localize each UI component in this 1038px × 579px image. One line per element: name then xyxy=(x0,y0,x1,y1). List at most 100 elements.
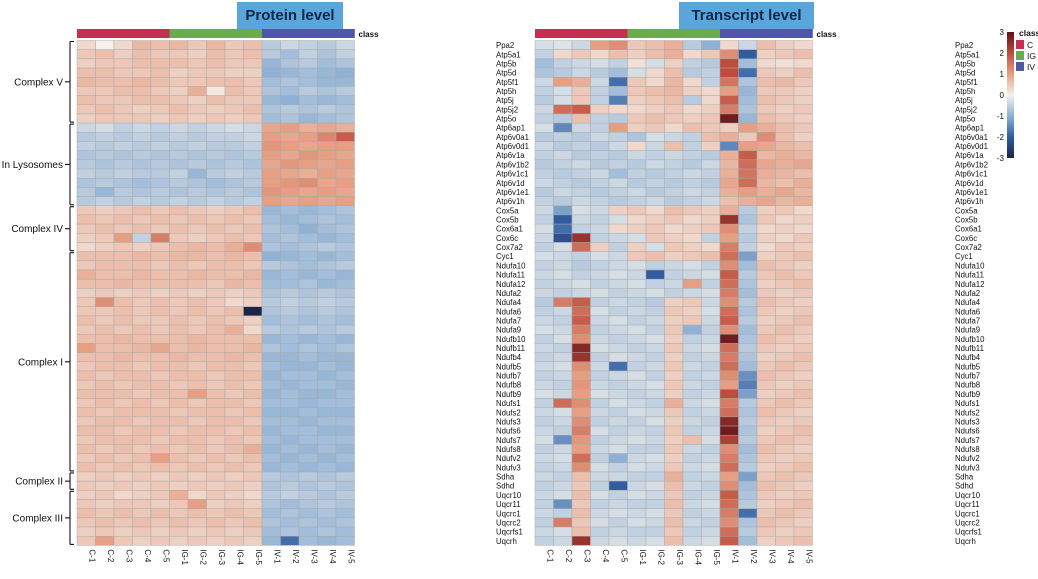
heatmap-cell xyxy=(608,113,628,124)
heatmap-cell xyxy=(317,76,337,87)
column-label: IG-4 xyxy=(693,549,702,565)
heatmap-cell xyxy=(738,361,758,372)
heatmap-cell xyxy=(701,122,721,133)
heatmap-cell xyxy=(132,278,152,289)
heatmap-cell xyxy=(553,205,573,216)
heatmap-cell xyxy=(317,343,337,353)
column-label: C-4 xyxy=(601,549,610,562)
heatmap-cell xyxy=(169,535,189,546)
column-label: IV-5 xyxy=(804,549,813,564)
row-label: Cox6c xyxy=(955,234,977,243)
heatmap-cell xyxy=(317,324,337,335)
heatmap-cell xyxy=(76,187,96,197)
heatmap-cell xyxy=(682,416,702,427)
heatmap-cell xyxy=(664,526,684,537)
heatmap-cell xyxy=(298,132,318,142)
heatmap-cell xyxy=(645,352,665,363)
heatmap-cell xyxy=(150,398,170,408)
heatmap-cell xyxy=(645,315,665,326)
heatmap-cell xyxy=(206,444,226,454)
heatmap-cell xyxy=(571,132,591,142)
heatmap-cell xyxy=(534,251,554,262)
heatmap-cell xyxy=(113,242,133,252)
heatmap-cell xyxy=(243,67,263,78)
heatmap-cell xyxy=(590,104,610,115)
heatmap-cell xyxy=(664,398,684,408)
heatmap-cell xyxy=(645,471,665,482)
heatmap-cell xyxy=(608,159,628,170)
heatmap-cell xyxy=(738,76,758,87)
heatmap-cell xyxy=(664,517,684,528)
class-bar-cell xyxy=(590,29,610,38)
heatmap-cell xyxy=(682,379,702,390)
row-label: Ndufa7 xyxy=(496,316,521,325)
heatmap-cell xyxy=(132,297,152,307)
row-label: Cox5b xyxy=(496,216,519,225)
heatmap-cell xyxy=(132,113,152,124)
heatmap-cell xyxy=(645,214,665,225)
heatmap-cell xyxy=(664,122,684,133)
heatmap-cell xyxy=(627,288,647,298)
heatmap-cell xyxy=(553,196,573,206)
heatmap-cell xyxy=(261,168,281,179)
heatmap-cell xyxy=(719,49,739,60)
heatmap-cell xyxy=(150,67,170,78)
heatmap-cell xyxy=(261,334,281,344)
row-label: Uqcrfs1 xyxy=(955,528,982,537)
heatmap-cell xyxy=(335,150,355,161)
heatmap-cell xyxy=(775,159,795,170)
row-label: Atp6v1c1 xyxy=(496,170,529,179)
heatmap-cell xyxy=(132,49,152,60)
heatmap-cell xyxy=(298,343,318,353)
heatmap-cell xyxy=(224,324,244,335)
heatmap-cell xyxy=(150,324,170,335)
heatmap-cell xyxy=(682,343,702,353)
heatmap-cell xyxy=(243,76,263,87)
heatmap-cell xyxy=(553,67,573,78)
heatmap-cell xyxy=(645,453,665,464)
heatmap-cell xyxy=(187,471,207,482)
heatmap-cell xyxy=(169,104,189,115)
heatmap-cell xyxy=(187,370,207,381)
heatmap-cell xyxy=(590,132,610,142)
heatmap-cell xyxy=(187,407,207,418)
heatmap-cell xyxy=(95,113,115,124)
heatmap-cell xyxy=(224,352,244,363)
heatmap-cell xyxy=(298,361,318,372)
heatmap-cell xyxy=(775,508,795,519)
heatmap-cell xyxy=(76,49,96,60)
heatmap-cell xyxy=(608,132,628,142)
heatmap-cell xyxy=(775,435,795,445)
heatmap-cell xyxy=(571,315,591,326)
heatmap-cell xyxy=(553,269,573,280)
heatmap-cell xyxy=(298,104,318,115)
heatmap-cell xyxy=(95,49,115,60)
heatmap-cell xyxy=(224,499,244,509)
heatmap-cell xyxy=(113,334,133,344)
row-label: Atp5o xyxy=(955,115,976,124)
heatmap-cell xyxy=(76,260,96,271)
heatmap-cell xyxy=(682,425,702,436)
heatmap-cell xyxy=(553,40,573,50)
heatmap-cell xyxy=(553,398,573,408)
heatmap-cell xyxy=(335,444,355,454)
heatmap-cell xyxy=(775,416,795,427)
row-label: Ndufa11 xyxy=(955,271,984,280)
heatmap-cell xyxy=(206,168,226,179)
heatmap-cell xyxy=(571,86,591,96)
heatmap-cell xyxy=(627,517,647,528)
heatmap-cell xyxy=(738,535,758,546)
heatmap-cell xyxy=(701,168,721,179)
row-label: Atp6v1a xyxy=(955,151,984,160)
heatmap-cell xyxy=(756,223,776,234)
heatmap-cell xyxy=(169,425,189,436)
heatmap-cell xyxy=(187,425,207,436)
heatmap-cell xyxy=(738,379,758,390)
heatmap-cell xyxy=(280,352,300,363)
heatmap-cell xyxy=(243,187,263,197)
heatmap-cell xyxy=(95,444,115,454)
row-label: Ndufv3 xyxy=(496,463,521,472)
color-scale-tick: 1 xyxy=(1000,70,1005,79)
heatmap-panel-transcript: classPpa2Atp5a1Atp5bAtp5dAtp5f1Atp5hAtp5… xyxy=(534,29,988,566)
heatmap-cell xyxy=(187,297,207,307)
